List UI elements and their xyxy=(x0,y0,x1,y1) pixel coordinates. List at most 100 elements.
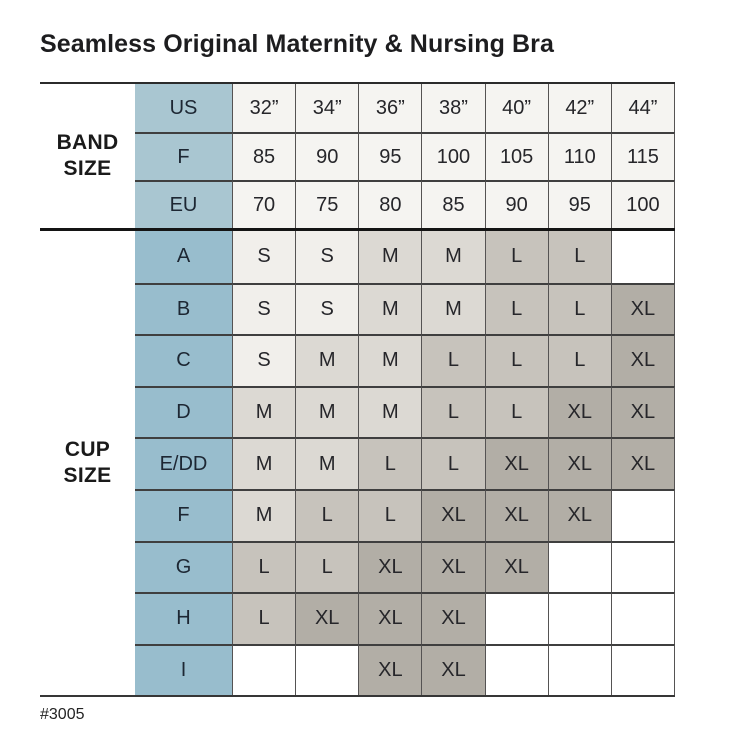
size-cell: XL xyxy=(485,437,549,489)
size-cell: XL xyxy=(296,592,360,644)
size-cell: L xyxy=(359,488,423,541)
band-value-cell: 70 xyxy=(233,180,297,228)
size-cell: XL xyxy=(548,437,612,489)
size-cell: L xyxy=(548,231,612,283)
size-cell: L xyxy=(485,334,549,386)
size-cell: S xyxy=(233,231,297,283)
size-cell: XL xyxy=(611,437,675,489)
size-cell: M xyxy=(296,385,360,438)
size-cell: L xyxy=(422,437,486,489)
band-value-cell: 95 xyxy=(548,180,612,228)
size-cell: L xyxy=(548,282,612,335)
size-cell: M xyxy=(359,385,423,438)
size-cell: S xyxy=(296,231,360,283)
size-cell xyxy=(611,231,675,283)
size-cell xyxy=(548,540,612,593)
size-cell: XL xyxy=(422,488,486,541)
size-cell: L xyxy=(296,488,360,541)
size-cell: XL xyxy=(422,592,486,644)
size-cell: L xyxy=(485,385,549,438)
band-value-cell: 38” xyxy=(422,84,486,132)
size-cell xyxy=(611,488,675,541)
band-value-cell: 40” xyxy=(485,84,549,132)
size-cell: S xyxy=(296,282,360,335)
size-cell: M xyxy=(233,437,297,489)
size-cell: M xyxy=(296,334,360,386)
size-cell: L xyxy=(485,231,549,283)
size-chart-table: BAND SIZE US 32” 34” 36” 38” 40” 42” 44” F 85 90 95 1… xyxy=(40,82,675,698)
size-cell: L xyxy=(233,540,297,593)
size-cell: S xyxy=(233,282,297,335)
cup-letter-header-cell: F xyxy=(135,488,233,541)
band-value-cell: 34” xyxy=(296,84,360,132)
band-value-cell: 42” xyxy=(548,84,612,132)
size-cell xyxy=(548,643,612,696)
size-cell: XL xyxy=(359,592,423,644)
size-cell xyxy=(611,592,675,644)
cup-size-label: CUP SIZE xyxy=(40,231,135,696)
band-value-cell: 115 xyxy=(611,132,675,180)
band-value-cell: 105 xyxy=(485,132,549,180)
size-cell: XL xyxy=(422,540,486,593)
size-cell: M xyxy=(422,231,486,283)
size-cell: L xyxy=(548,334,612,386)
size-cell: XL xyxy=(485,488,549,541)
band-value-cell: 32” xyxy=(233,84,297,132)
band-value-cell: 44” xyxy=(611,84,675,132)
cup-letter-header-cell: G xyxy=(135,540,233,593)
cup-letter-header-cell: I xyxy=(135,643,233,696)
size-cell: L xyxy=(233,592,297,644)
cup-letter-header-cell: C xyxy=(135,334,233,386)
band-value-cell: 85 xyxy=(422,180,486,228)
size-cell xyxy=(233,643,297,696)
page: Seamless Original Maternity & Nursing Br… xyxy=(40,30,675,723)
band-value-cell: 75 xyxy=(296,180,360,228)
size-cell: M xyxy=(359,334,423,386)
size-cell: L xyxy=(296,540,360,593)
band-size-grid: BAND SIZE US 32” 34” 36” 38” 40” 42” 44” F 85 90 95 1… xyxy=(40,82,675,228)
band-system-header-cell: US xyxy=(135,84,233,132)
size-cell: XL xyxy=(485,540,549,593)
size-cell: XL xyxy=(548,385,612,438)
size-cell xyxy=(485,592,549,644)
band-value-cell: 110 xyxy=(548,132,612,180)
cup-size-grid: CUP SIZE A S S M M L L B S S M M L L XL C S M M L L L XL D M M M L L X… xyxy=(40,228,675,698)
size-cell xyxy=(611,540,675,593)
cup-letter-header-cell: D xyxy=(135,385,233,438)
size-cell: S xyxy=(233,334,297,386)
size-cell: M xyxy=(359,282,423,335)
size-cell: XL xyxy=(548,488,612,541)
band-value-cell: 90 xyxy=(485,180,549,228)
size-cell: L xyxy=(422,334,486,386)
band-size-label: BAND SIZE xyxy=(40,84,135,228)
band-value-cell: 100 xyxy=(422,132,486,180)
size-cell: XL xyxy=(611,282,675,335)
size-cell: XL xyxy=(359,643,423,696)
size-cell xyxy=(548,592,612,644)
size-cell xyxy=(611,643,675,696)
size-cell: M xyxy=(296,437,360,489)
band-system-header-cell: EU xyxy=(135,180,233,228)
size-cell: XL xyxy=(422,643,486,696)
size-cell: XL xyxy=(359,540,423,593)
size-cell: L xyxy=(485,282,549,335)
size-cell: M xyxy=(233,385,297,438)
cup-letter-header-cell: B xyxy=(135,282,233,335)
size-cell: L xyxy=(422,385,486,438)
band-system-header-cell: F xyxy=(135,132,233,180)
band-value-cell: 80 xyxy=(359,180,423,228)
band-value-cell: 85 xyxy=(233,132,297,180)
band-value-cell: 95 xyxy=(359,132,423,180)
band-value-cell: 36” xyxy=(359,84,423,132)
cup-letter-header-cell: E/DD xyxy=(135,437,233,489)
size-cell: M xyxy=(359,231,423,283)
page-title: Seamless Original Maternity & Nursing Br… xyxy=(40,30,554,58)
size-cell: XL xyxy=(611,334,675,386)
band-value-cell: 90 xyxy=(296,132,360,180)
size-cell: L xyxy=(359,437,423,489)
size-cell xyxy=(296,643,360,696)
size-cell: XL xyxy=(611,385,675,438)
cup-letter-header-cell: A xyxy=(135,231,233,283)
size-cell: M xyxy=(233,488,297,541)
cup-letter-header-cell: H xyxy=(135,592,233,644)
